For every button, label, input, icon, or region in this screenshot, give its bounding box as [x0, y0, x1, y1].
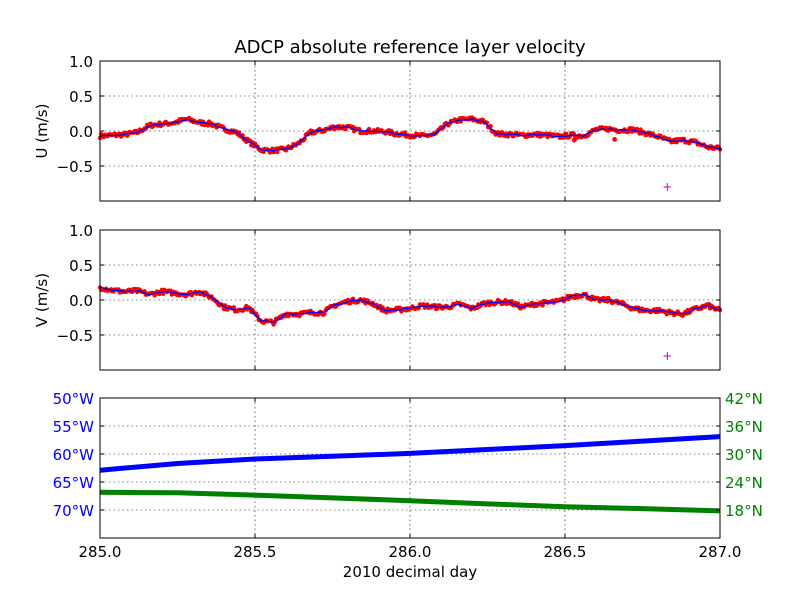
- velocity-scale-marker: +: [662, 180, 672, 194]
- x-tick-label: 287.0: [699, 543, 742, 561]
- smoothed-velocity-line: [99, 286, 721, 323]
- y-axis-label: U (m/s): [33, 104, 51, 159]
- longitude-line: [99, 434, 721, 473]
- y-tick-label: 0.0: [69, 123, 93, 141]
- x-tick-label: 286.5: [544, 543, 587, 561]
- latitude-tick-label: 36°N: [725, 418, 763, 436]
- raw-velocity-point: [626, 129, 631, 135]
- velocity-scale-marker: +: [662, 349, 672, 363]
- smoothed-velocity-line: [99, 117, 721, 152]
- raw-velocity-outlier: [571, 137, 577, 143]
- longitude-tick-label: 65°W: [53, 474, 95, 492]
- latitude-line: [99, 489, 721, 514]
- latitude-tick-label: 18°N: [725, 502, 763, 520]
- v-velocity-panel: +1.0 0.5 0.0 −0.5 V (m/s): [33, 222, 723, 371]
- figure-title: ADCP absolute reference layer velocity: [234, 37, 586, 58]
- longitude-tick-label: 70°W: [53, 502, 95, 520]
- raw-velocity-point: [564, 131, 569, 136]
- x-tick-label: 286.0: [389, 543, 432, 561]
- y-tick-label: 1.0: [69, 53, 93, 71]
- x-tick-label: 285.0: [79, 543, 122, 561]
- latitude-tick-label: 42°N: [725, 390, 763, 408]
- raw-velocity-outlier: [612, 137, 617, 142]
- u-velocity-panel: +1.0 0.5 0.0 −0.5 U (m/s): [33, 53, 723, 202]
- raw-velocity-point: [322, 311, 327, 316]
- longitude-tick-label: 50°W: [53, 390, 95, 408]
- raw-velocity-point: [231, 305, 237, 310]
- y-axis-label: V (m/s): [33, 273, 51, 327]
- position-panel: 50°W 55°W 60°W 65°W 70°W 42°N 36°N 30°N 24°N 18°N…: [53, 390, 763, 581]
- raw-velocity-point: [515, 301, 521, 306]
- raw-velocity-point: [302, 136, 307, 141]
- longitude-tick-label: 55°W: [53, 418, 95, 436]
- x-tick-label: 285.5: [234, 543, 277, 561]
- y-tick-label: −0.5: [57, 158, 93, 176]
- longitude-tick-label: 60°W: [53, 446, 95, 464]
- latitude-tick-label: 30°N: [725, 446, 763, 464]
- y-tick-label: −0.5: [57, 327, 93, 345]
- raw-velocity-point: [540, 303, 545, 308]
- y-tick-label: 0.5: [69, 257, 93, 275]
- y-tick-label: 1.0: [69, 222, 93, 240]
- raw-velocity-point: [275, 149, 280, 155]
- y-tick-label: 0.0: [69, 292, 93, 310]
- y-tick-label: 0.5: [69, 88, 93, 106]
- x-axis-label: 2010 decimal day: [343, 563, 478, 581]
- latitude-tick-label: 24°N: [725, 474, 763, 492]
